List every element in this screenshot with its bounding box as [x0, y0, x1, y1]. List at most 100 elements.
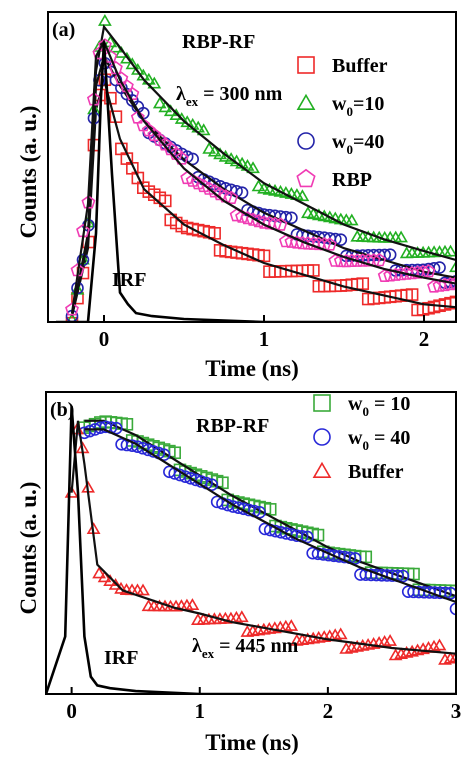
- legend-marker-square-icon: [313, 394, 331, 412]
- series-a-3: [65, 38, 456, 316]
- data-point: [207, 144, 222, 157]
- data-point: [405, 288, 419, 301]
- irf-label-a: IRF: [112, 269, 146, 291]
- legend-label: Buffer: [348, 461, 404, 483]
- data-point: [432, 638, 447, 651]
- data-point: [262, 216, 277, 230]
- excitation-sub-a: ex: [186, 94, 199, 109]
- data-point: [224, 152, 238, 164]
- data-point: [444, 586, 456, 600]
- data-point: [257, 249, 271, 263]
- data-point: [185, 598, 200, 611]
- data-point: [205, 478, 219, 492]
- data-point: [120, 51, 134, 64]
- excitation-sub-b: ex: [202, 646, 215, 661]
- data-point: [449, 295, 456, 309]
- data-point: [334, 233, 348, 246]
- data-point: [136, 583, 150, 596]
- x-tick-label: 2: [419, 327, 430, 351]
- legend-a: Buffer w0=10 w0=40 RBP: [296, 55, 388, 191]
- data-point: [152, 96, 167, 109]
- data-point: [356, 277, 370, 290]
- panel-a: 0 1 2 (a) RBP-RF λex = 300 nm IRF Buffer w0…: [16, 11, 457, 381]
- excitation-lambda-b: λ: [192, 635, 202, 657]
- data-point: [108, 60, 123, 75]
- data-point: [328, 253, 343, 267]
- data-point: [229, 208, 244, 222]
- x-tick-label: 0: [66, 699, 77, 723]
- x-tick-label: 1: [259, 327, 270, 351]
- data-point: [372, 253, 387, 267]
- data-point: [344, 213, 359, 226]
- fit-curve: [70, 24, 456, 317]
- data-point: [157, 448, 171, 462]
- panel-b: 0 1 2 3 (b) RBP-RF λex = 445 nm IRF w0 = 10…: [16, 391, 461, 755]
- data-point: [383, 248, 397, 262]
- legend-label: w0=40: [332, 131, 384, 157]
- series-b-1: [78, 420, 456, 616]
- legend-marker-pentagon-icon: [296, 168, 316, 188]
- data-point: [295, 236, 310, 250]
- data-point: [109, 421, 123, 435]
- data-point: [333, 627, 348, 640]
- plot-frame-a: [47, 11, 457, 323]
- data-point: [273, 217, 288, 231]
- data-point: [125, 57, 140, 70]
- data-point: [383, 634, 397, 646]
- series-a-1: [66, 14, 456, 322]
- data-point: [65, 302, 79, 316]
- data-point: [98, 14, 112, 26]
- data-point: [449, 650, 456, 663]
- x-tick-label: 1: [195, 699, 206, 723]
- legend-label: w0=10: [332, 93, 384, 119]
- data-point: [449, 276, 456, 290]
- fit-curve: [70, 53, 456, 317]
- legend-label: w0 = 40: [348, 427, 410, 453]
- data-point: [295, 189, 310, 202]
- data-point: [306, 236, 321, 250]
- panel-title-a: RBP-RF: [182, 31, 255, 53]
- data-point: [396, 569, 410, 583]
- data-point: [433, 261, 446, 274]
- data-point: [348, 552, 362, 565]
- data-point: [235, 186, 249, 200]
- data-point: [253, 505, 266, 519]
- data-point: [120, 417, 134, 431]
- plot-area-b: [46, 406, 456, 694]
- legend-b: w0 = 10 w0 = 40 Buffer: [312, 393, 410, 483]
- series-b-3: [46, 406, 456, 694]
- irf-curve: [46, 406, 456, 694]
- legend-marker-circle-icon: [313, 428, 331, 446]
- panel-title-b: RBP-RF: [196, 415, 269, 437]
- x-ticks-b: 0 1 2 3: [66, 687, 461, 723]
- series-b-2: [64, 420, 456, 665]
- x-axis-title-a: Time (ns): [205, 356, 299, 381]
- plot-area-a: [56, 14, 456, 322]
- data-point: [278, 234, 293, 248]
- fit-curve: [84, 428, 456, 604]
- data-point: [224, 190, 239, 204]
- panel-label-a: (a): [52, 19, 75, 41]
- data-point: [251, 179, 266, 192]
- data-point: [208, 227, 221, 240]
- data-point: [202, 141, 216, 154]
- plot-frame-b: [45, 391, 457, 695]
- excitation-lambda-a: λ: [176, 83, 186, 105]
- data-point: [147, 76, 162, 89]
- legend-label: w0 = 10: [348, 393, 410, 419]
- legend-label: Buffer: [332, 55, 388, 77]
- data-point: [307, 264, 320, 277]
- excitation-label-a: λex = 300 nm: [176, 83, 283, 109]
- data-point: [394, 230, 408, 243]
- data-point: [301, 530, 314, 544]
- data-point: [92, 566, 106, 579]
- x-tick-label: 3: [451, 699, 462, 723]
- data-point: [246, 212, 260, 226]
- data-point: [240, 211, 255, 225]
- legend-marker-triangle-icon: [296, 93, 316, 110]
- data-point: [311, 236, 326, 251]
- data-point: [322, 237, 337, 251]
- data-point: [257, 215, 271, 229]
- data-point: [449, 602, 456, 616]
